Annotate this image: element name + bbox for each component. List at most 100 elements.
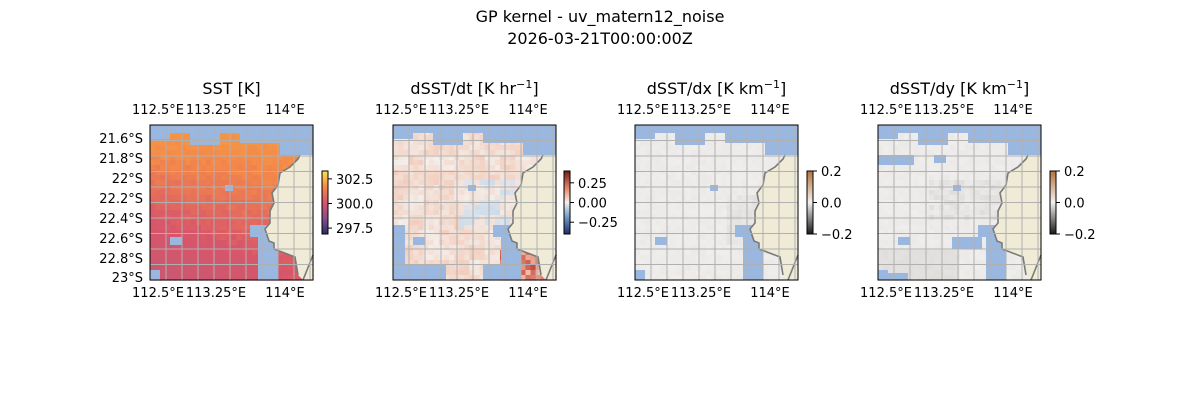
field-cell xyxy=(878,170,884,176)
field-cell xyxy=(883,240,889,246)
field-cell xyxy=(206,205,212,211)
field-cell xyxy=(934,225,940,231)
field-cell xyxy=(954,135,961,141)
field-cell xyxy=(670,240,677,246)
field-cell xyxy=(165,245,171,251)
field-cell xyxy=(954,255,961,261)
x-tick-label-top: 112.5°E xyxy=(860,103,912,118)
field-cell xyxy=(908,225,915,231)
field-cell xyxy=(443,260,450,266)
field-cell xyxy=(155,205,161,211)
field-cell xyxy=(160,185,166,191)
field-cell xyxy=(670,250,677,256)
field-cell xyxy=(277,255,284,261)
field-cell xyxy=(711,210,718,216)
field-cell xyxy=(944,230,950,236)
field-cell xyxy=(433,255,440,261)
field-cell xyxy=(635,265,641,271)
field-cell xyxy=(499,165,506,171)
field-cell xyxy=(510,145,516,151)
field-cell xyxy=(525,270,532,276)
field-cell xyxy=(231,155,238,161)
field-cell xyxy=(685,195,692,201)
masked-cell xyxy=(511,253,521,273)
field-cell xyxy=(949,160,955,166)
field-cell xyxy=(469,245,476,251)
field-cell xyxy=(438,225,445,231)
field-cell xyxy=(923,270,930,276)
field-cell xyxy=(767,155,774,161)
field-cell xyxy=(883,205,889,211)
field-cell xyxy=(469,265,476,271)
field-cell xyxy=(160,220,166,226)
field-cell xyxy=(479,170,486,176)
field-cell xyxy=(1000,145,1006,151)
field-cell xyxy=(711,245,718,251)
field-cell xyxy=(944,245,950,251)
field-cell xyxy=(888,210,894,216)
field-cell xyxy=(736,185,743,191)
field-cell xyxy=(418,170,425,176)
field-cell xyxy=(736,275,743,281)
field-cell xyxy=(170,275,177,281)
field-cell xyxy=(898,250,905,256)
field-cell xyxy=(777,155,784,161)
field-cell xyxy=(949,210,955,216)
field-cell xyxy=(1025,275,1032,281)
field-cell xyxy=(655,270,662,276)
field-cell xyxy=(908,250,915,256)
field-cell xyxy=(706,190,712,196)
field-cell xyxy=(231,265,238,271)
y-tick-label: 22.4°S xyxy=(99,212,143,227)
colorbar: 0.20.0−0.2 xyxy=(806,165,853,243)
field-cell xyxy=(484,185,491,191)
colorbar: 0.20.0−0.2 xyxy=(1049,165,1096,243)
field-cell xyxy=(1005,165,1012,171)
field-cell xyxy=(706,150,712,156)
field-cell xyxy=(762,270,769,276)
field-cell xyxy=(403,240,409,246)
field-cell xyxy=(459,195,465,201)
field-cell xyxy=(165,165,171,171)
field-cell xyxy=(515,160,521,166)
field-cell xyxy=(200,145,207,151)
field-cell xyxy=(685,235,692,241)
field-cell xyxy=(175,195,182,201)
field-cell xyxy=(685,180,692,186)
field-cell xyxy=(403,195,409,201)
field-cell xyxy=(964,150,971,156)
field-cell xyxy=(185,165,192,171)
field-cell xyxy=(469,235,476,241)
field-cell xyxy=(716,250,723,256)
field-cell xyxy=(908,180,915,186)
field-cell xyxy=(449,170,455,176)
field-cell xyxy=(701,250,707,256)
field-cell xyxy=(170,170,177,176)
field-cell xyxy=(903,180,910,186)
field-cell xyxy=(762,265,769,271)
masked-cell xyxy=(675,133,705,145)
field-cell xyxy=(413,165,420,171)
field-cell xyxy=(675,180,682,186)
field-cell xyxy=(474,225,481,231)
field-cell xyxy=(520,155,527,161)
field-cell xyxy=(408,240,414,246)
field-cell xyxy=(408,180,414,186)
field-cell xyxy=(665,155,672,161)
field-cell xyxy=(1010,165,1017,171)
field-cell xyxy=(155,240,161,246)
field-cell xyxy=(964,185,971,191)
field-cell xyxy=(464,275,470,281)
field-cell xyxy=(231,220,238,226)
field-cell xyxy=(923,190,930,196)
field-cell xyxy=(469,275,476,281)
field-cell xyxy=(701,185,707,191)
field-cell xyxy=(984,190,991,196)
field-cell xyxy=(670,185,677,191)
field-cell xyxy=(655,190,662,196)
field-cell xyxy=(645,245,651,251)
field-cell xyxy=(913,195,920,201)
field-cell xyxy=(236,180,243,186)
field-cell xyxy=(236,240,243,246)
field-cell xyxy=(721,150,728,156)
